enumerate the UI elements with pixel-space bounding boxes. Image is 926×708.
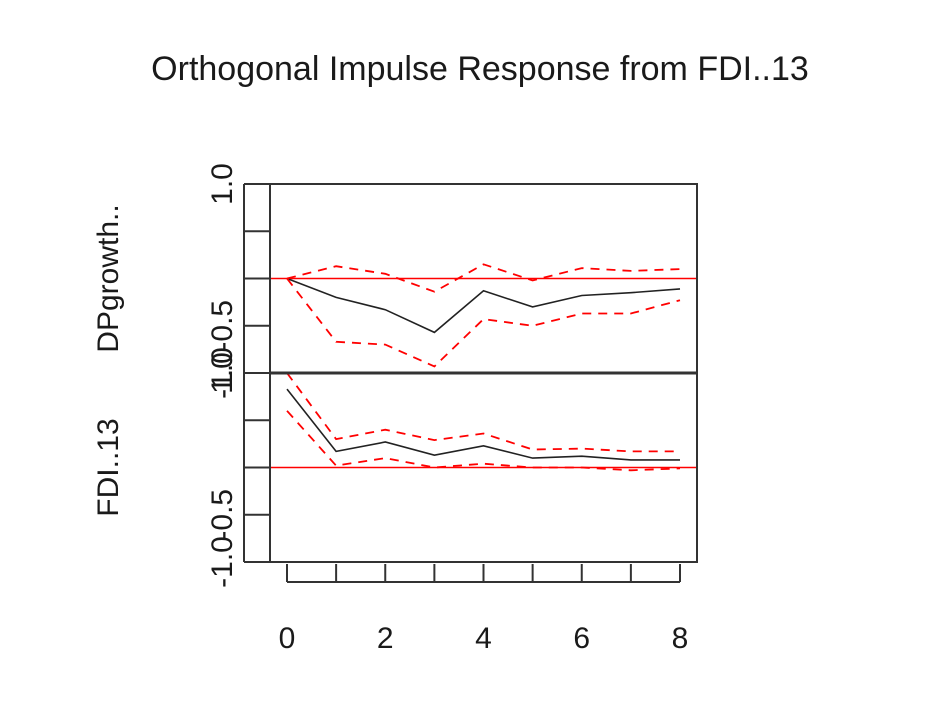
lower-line-fdi13 xyxy=(287,411,680,471)
y-tick-label-fdi13-2: 1.0 xyxy=(206,352,239,394)
y-tick-label-dpgrowth-2: 1.0 xyxy=(206,163,239,205)
upper-line-fdi13 xyxy=(287,373,680,451)
x-tick-label-0: 0 xyxy=(279,622,296,655)
y-tick-label-fdi13-0: -1.0 xyxy=(206,536,239,588)
y-tick-label-fdi13-1: -0.5 xyxy=(206,489,239,541)
chart-title: Orthogonal Impulse Response from FDI..13 xyxy=(151,50,809,88)
x-tick-label-3: 6 xyxy=(573,622,590,655)
x-tick-label-2: 4 xyxy=(475,622,492,655)
response-line-fdi13 xyxy=(287,389,680,460)
y-tick-label-dpgrowth-1: -0.5 xyxy=(206,300,239,352)
chart-marks: -1.0-0.51.0DPgrowth..-1.0-0.51.0FDI..130… xyxy=(92,163,697,655)
x-tick-label-1: 2 xyxy=(377,622,394,655)
panel-label-fdi13: FDI..13 xyxy=(92,418,125,516)
x-tick-label-4: 8 xyxy=(672,622,689,655)
panel-label-dpgrowth: DPgrowth.. xyxy=(92,204,125,352)
response-line-dpgrowth xyxy=(287,279,680,333)
